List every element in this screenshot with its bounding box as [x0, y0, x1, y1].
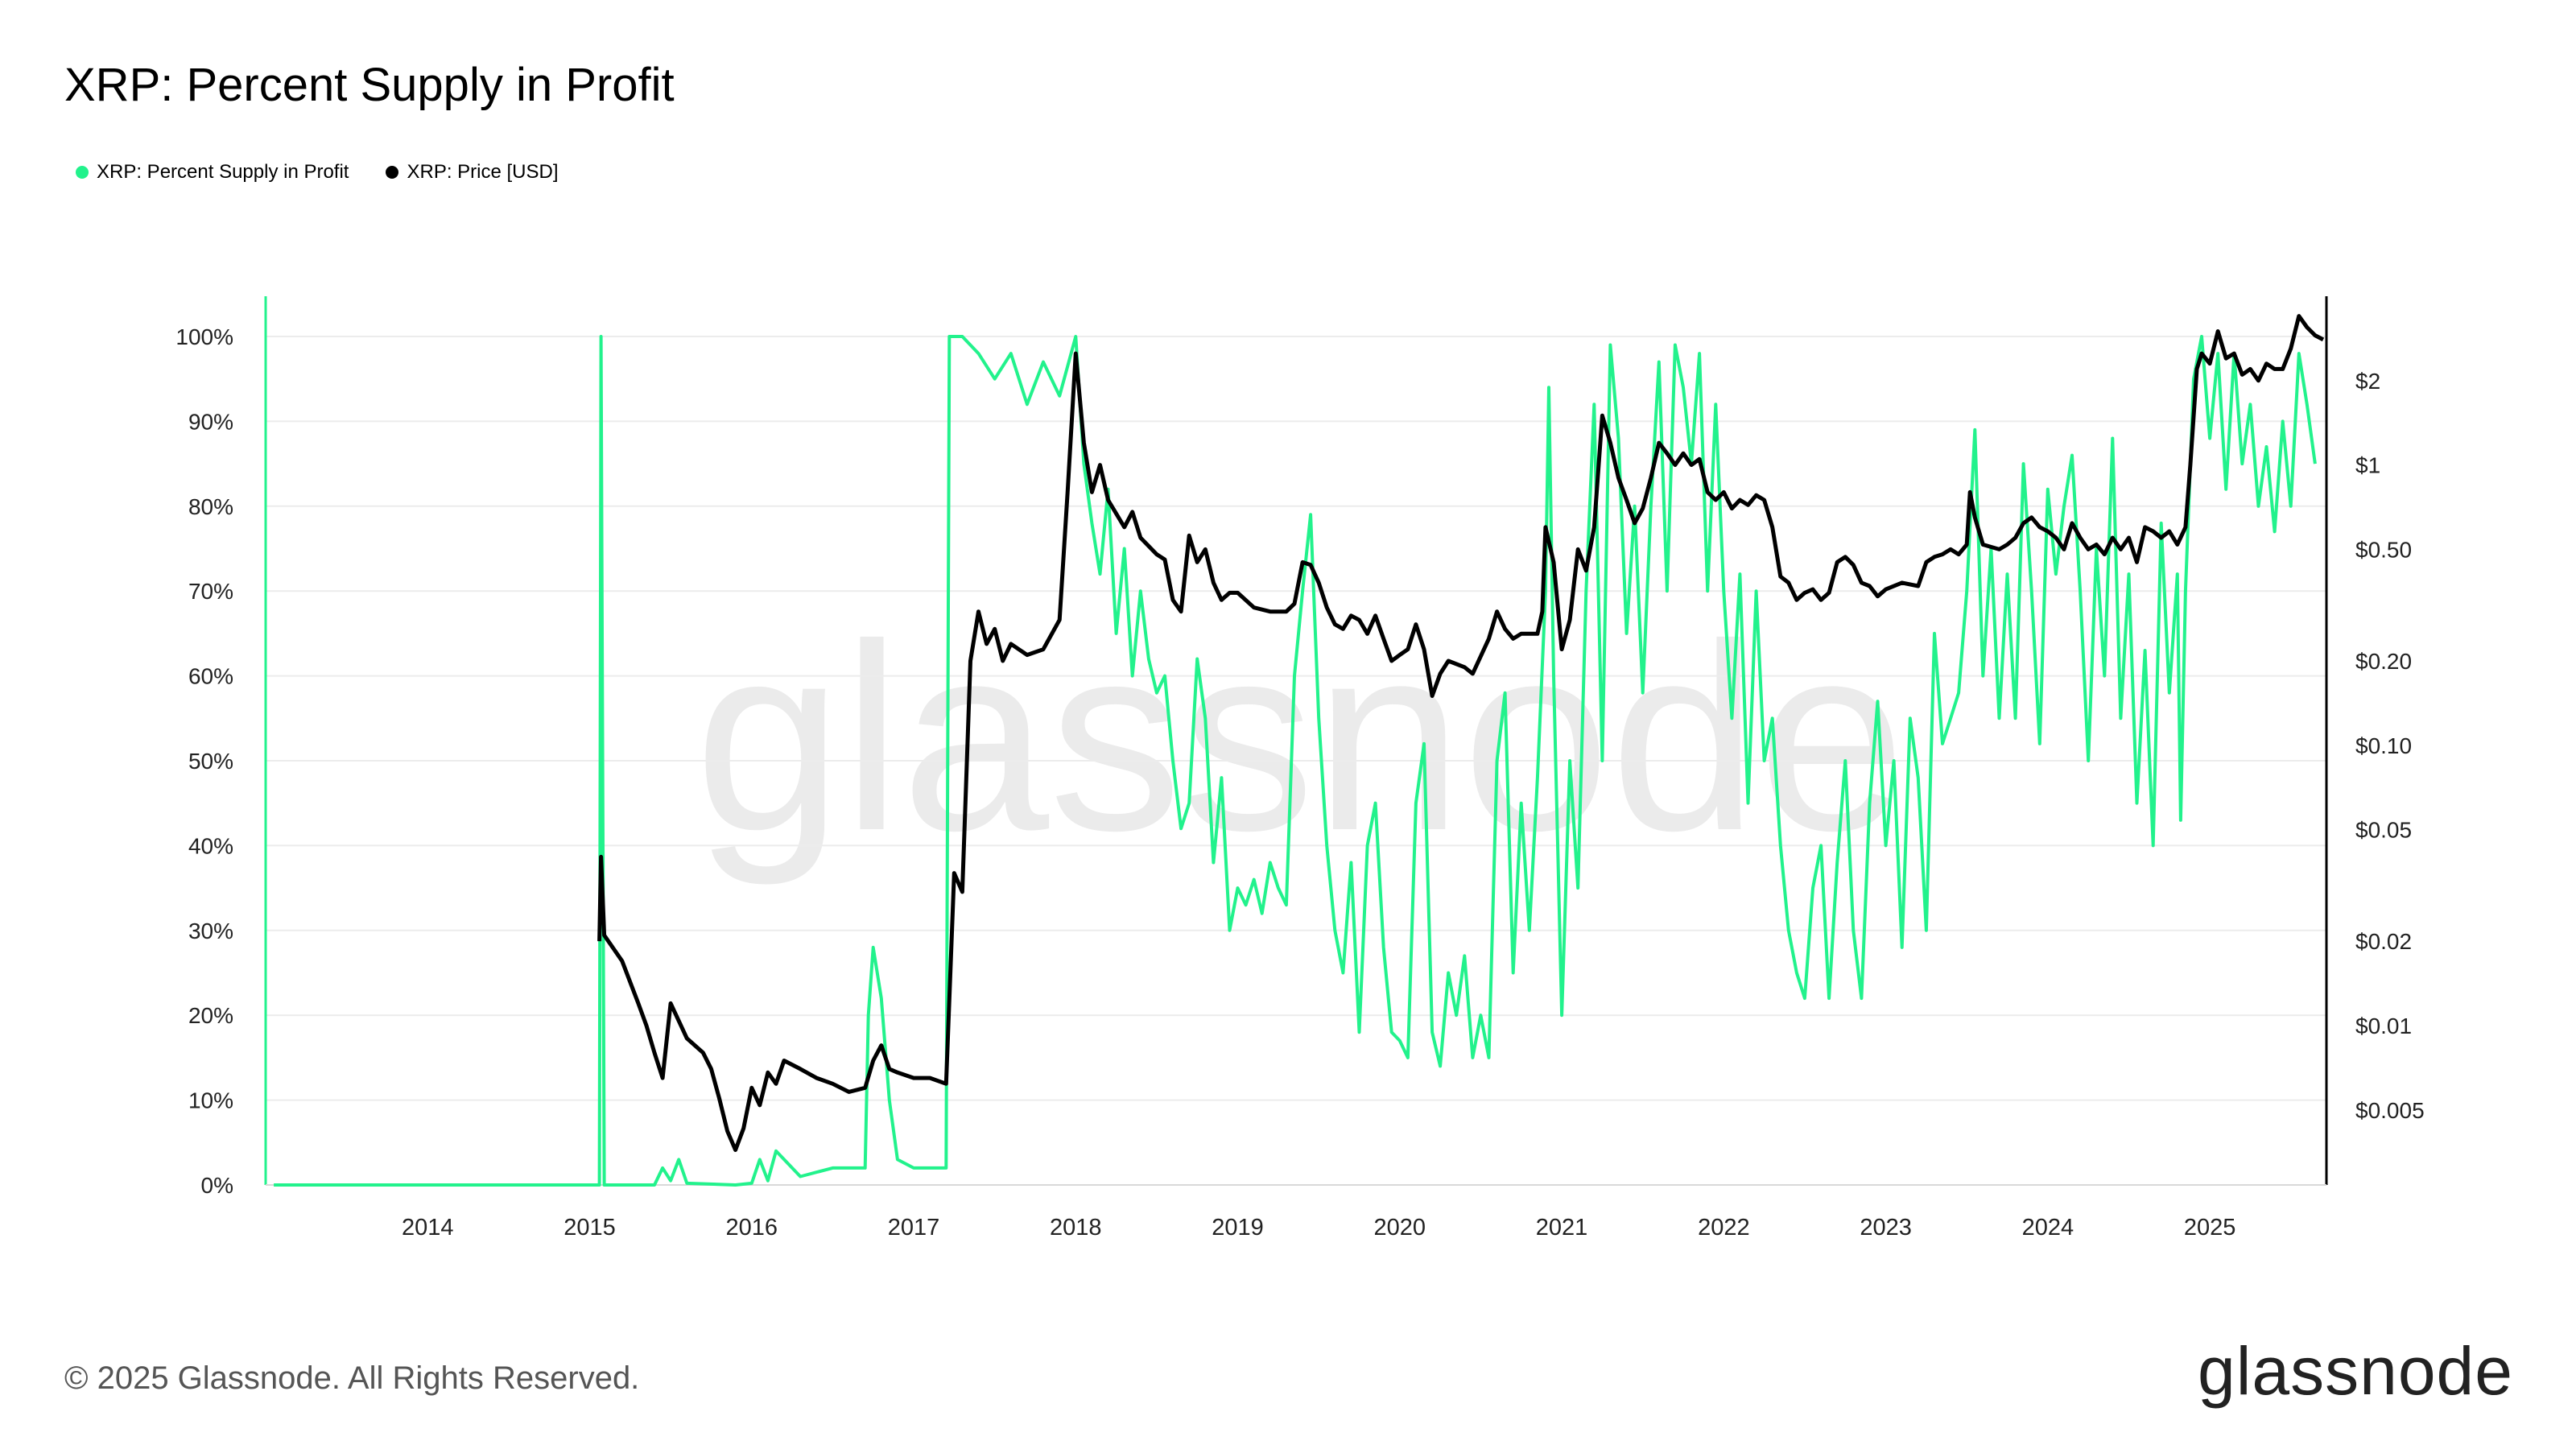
- right-y-tick-label: $0.20: [2355, 649, 2412, 674]
- legend-dot-profit: [76, 166, 89, 179]
- copyright-footer: © 2025 Glassnode. All Rights Reserved.: [64, 1360, 640, 1396]
- x-tick-label: 2018: [1050, 1215, 1102, 1241]
- left-y-tick-label: 60%: [188, 664, 233, 689]
- left-y-tick-label: 100%: [175, 324, 233, 349]
- x-tick-label: 2015: [564, 1215, 616, 1241]
- legend-label-price: XRP: Price [USD]: [407, 161, 559, 183]
- right-y-tick-label: $0.01: [2355, 1013, 2412, 1038]
- x-tick-label: 2020: [1374, 1215, 1426, 1241]
- legend-item-price[interactable]: XRP: Price [USD]: [386, 161, 559, 184]
- right-y-tick-label: $0.50: [2355, 537, 2412, 562]
- left-y-tick-label: 50%: [188, 749, 233, 774]
- watermark: glassnode: [695, 588, 1906, 887]
- left-y-tick-label: 40%: [188, 833, 233, 858]
- left-y-tick-label: 90%: [188, 409, 233, 434]
- right-y-tick-label: $0.02: [2355, 929, 2412, 954]
- x-axis-ticks: 2014 2015 2016 2017 2018 2019 2020 2021 2022 2023…: [402, 1215, 2235, 1241]
- x-tick-label: 2024: [2022, 1215, 2074, 1241]
- x-tick-label: 2022: [1698, 1215, 1750, 1241]
- left-y-tick-label: 10%: [188, 1088, 233, 1113]
- x-tick-label: 2021: [1536, 1215, 1588, 1241]
- left-y-tick-label: 20%: [188, 1003, 233, 1028]
- left-y-tick-label: 70%: [188, 579, 233, 604]
- x-tick-label: 2017: [888, 1215, 940, 1241]
- right-y-tick-label: $2: [2355, 369, 2380, 394]
- glassnode-logo: glassnode: [2198, 1333, 2513, 1409]
- legend-dot-price: [386, 166, 399, 179]
- x-tick-label: 2023: [1860, 1215, 1912, 1241]
- x-tick-label: 2016: [726, 1215, 778, 1241]
- right-y-tick-label: $0.005: [2355, 1098, 2425, 1123]
- left-y-tick-label: 0%: [201, 1173, 233, 1198]
- x-tick-label: 2019: [1212, 1215, 1264, 1241]
- legend-label-profit: XRP: Percent Supply in Profit: [97, 161, 349, 183]
- right-y-tick-label: $1: [2355, 453, 2380, 478]
- chart-title: XRP: Percent Supply in Profit: [64, 59, 675, 111]
- right-y-tick-label: $0.05: [2355, 818, 2412, 843]
- left-y-tick-label: 80%: [188, 494, 233, 519]
- right-y-tick-label: $0.10: [2355, 733, 2412, 758]
- right-y-axis-ticks: $0.005 $0.01 $0.02 $0.05 $0.10 $0.20 $0.50 $1 $2: [2355, 369, 2425, 1123]
- series-line-price: [597, 314, 2325, 1152]
- left-y-tick-label: 30%: [188, 919, 233, 943]
- x-tick-label: 2014: [402, 1215, 454, 1241]
- left-y-axis-ticks: 0% 10% 20% 30% 40% 50% 60% 70% 80% 90% 100%: [175, 324, 233, 1198]
- x-tick-label: 2025: [2184, 1215, 2236, 1241]
- series-line-percent-supply-in-profit: [274, 335, 2317, 1187]
- legend: XRP: Percent Supply in Profit XRP: Price…: [76, 161, 559, 184]
- legend-item-profit[interactable]: XRP: Percent Supply in Profit: [76, 161, 349, 184]
